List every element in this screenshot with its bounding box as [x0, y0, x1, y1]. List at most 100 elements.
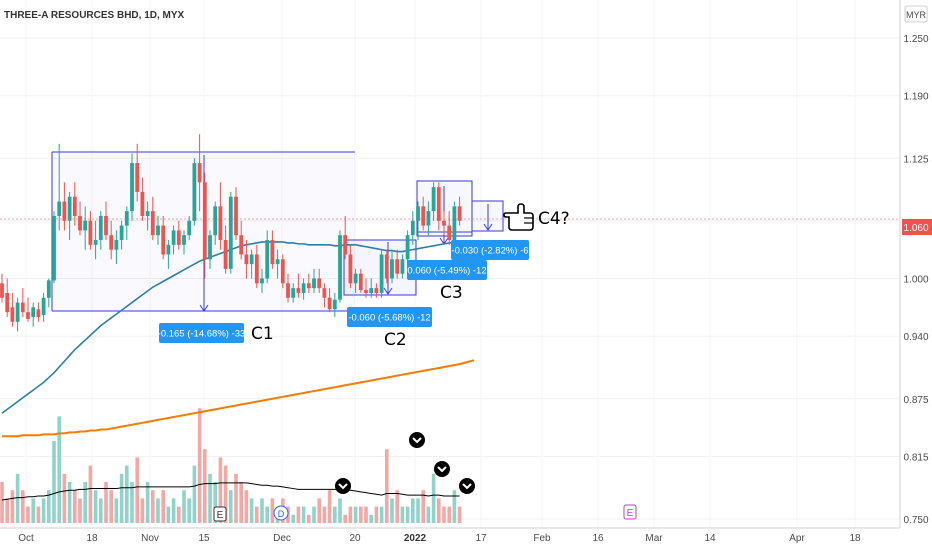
candle-body — [114, 240, 119, 250]
c3-measure: 0.060 (-5.49%) -12 — [407, 260, 487, 280]
candle-body — [166, 244, 171, 255]
candle-body — [187, 220, 192, 236]
volume-bar — [442, 506, 446, 523]
volume-bar — [140, 498, 145, 523]
candle-body — [348, 254, 353, 284]
candle-body — [244, 254, 249, 265]
candle-body — [41, 297, 46, 316]
volume-bar — [385, 449, 389, 523]
svg-text:E: E — [217, 510, 224, 521]
x-tick-label: Mar — [645, 533, 663, 544]
candle-body — [353, 273, 358, 284]
candle-body — [260, 278, 264, 284]
x-tick-label: Oct — [18, 533, 34, 544]
volume-bar — [177, 506, 181, 523]
candle-body — [265, 240, 270, 279]
volume-bar — [405, 506, 410, 523]
drawing-annotations — [51, 151, 504, 312]
x-tick-label: Dec — [273, 533, 291, 544]
volume-bar — [0, 482, 4, 523]
volume-bars — [0, 408, 462, 523]
volume-bar — [145, 482, 150, 523]
volume-bar — [249, 498, 254, 523]
candle-body — [213, 206, 218, 236]
candle-body — [234, 196, 238, 236]
candle-body — [171, 230, 176, 245]
volume-bar — [52, 441, 56, 523]
volume-bar — [457, 506, 462, 523]
volume-bar — [62, 473, 67, 523]
candle-body — [327, 297, 332, 310]
x-tick-label: 18 — [849, 533, 861, 544]
candle-body — [197, 163, 202, 183]
candle-body — [202, 182, 207, 260]
volume-bar — [343, 514, 347, 523]
last-price-badge — [902, 219, 932, 235]
volume-bar — [400, 506, 405, 523]
candle-body — [57, 201, 62, 216]
candle-body — [343, 235, 348, 255]
volume-bar — [156, 498, 160, 523]
volume-bar — [411, 498, 415, 523]
candle-body — [72, 196, 77, 216]
c2-measure-label: -0.060 (-5.68%) -12 — [348, 313, 430, 324]
x-tick-label: 20 — [349, 533, 361, 544]
svg-text:D: D — [278, 509, 285, 519]
x-tick-label: 17 — [475, 533, 487, 544]
y-tick-label: 1.190 — [903, 92, 928, 103]
time-axis[interactable]: Oct 18 Nov 15 Dec 20 2022 17 Feb 16 Mar 14 Apr 18 — [18, 533, 861, 544]
volume-bar — [270, 498, 275, 523]
candle-body — [286, 283, 290, 298]
candle-body — [338, 235, 342, 300]
price-axis[interactable]: 1.250 1.190 1.125 1.000 0.940 0.875 0.815 0.750 — [903, 34, 928, 526]
volume-bar — [197, 408, 202, 523]
ma-long-line — [2, 359, 475, 438]
volume-spike-markers — [335, 432, 475, 494]
volume-bar — [114, 498, 119, 523]
candle-body — [442, 220, 446, 226]
candle-body — [109, 235, 114, 250]
chevron-down-icon — [335, 478, 351, 494]
volume-bar — [10, 490, 15, 523]
candle-body — [83, 220, 88, 231]
c2-label: C2 — [384, 330, 407, 350]
last-price-value: 1.060 — [903, 223, 928, 234]
volume-bar — [390, 498, 394, 523]
volume-bar — [421, 490, 425, 523]
volume-bar — [208, 473, 212, 523]
candle-body — [436, 187, 441, 221]
volume-bar — [327, 490, 332, 523]
candle-body — [426, 211, 431, 226]
candle-body — [135, 163, 140, 192]
candle-body — [218, 206, 223, 241]
c1-measure: -0.165 (-14.68%) -33 — [158, 323, 245, 343]
volume-bar — [426, 506, 431, 523]
volume-bar — [312, 506, 316, 523]
c4-measure-label: -0.030 (-2.82%) -6 — [451, 246, 528, 257]
candle-body — [275, 259, 280, 265]
y-tick-label: 0.815 — [903, 452, 928, 463]
candle-body — [161, 225, 166, 255]
candle-body — [5, 292, 10, 313]
currency-button[interactable] — [904, 5, 928, 23]
candle-body — [416, 206, 420, 221]
y-tick-label: 0.750 — [903, 515, 928, 526]
volume-bar — [130, 482, 134, 523]
volume-bar — [36, 506, 41, 523]
candle-body — [98, 215, 103, 241]
x-tick-label: 2022 — [404, 533, 427, 544]
volume-bar — [41, 498, 46, 523]
y-tick-label: 1.250 — [903, 34, 928, 45]
candle-body — [124, 211, 129, 226]
volume-bar — [223, 465, 228, 523]
volume-bar — [369, 514, 373, 523]
candle-body — [93, 240, 98, 245]
volume-bar — [437, 498, 441, 523]
volume-bar — [67, 482, 72, 523]
c4-arrow — [483, 223, 493, 231]
candle-body — [223, 240, 228, 269]
volume-bar — [317, 498, 321, 523]
volume-bar — [99, 498, 103, 523]
candle-body — [78, 215, 82, 231]
